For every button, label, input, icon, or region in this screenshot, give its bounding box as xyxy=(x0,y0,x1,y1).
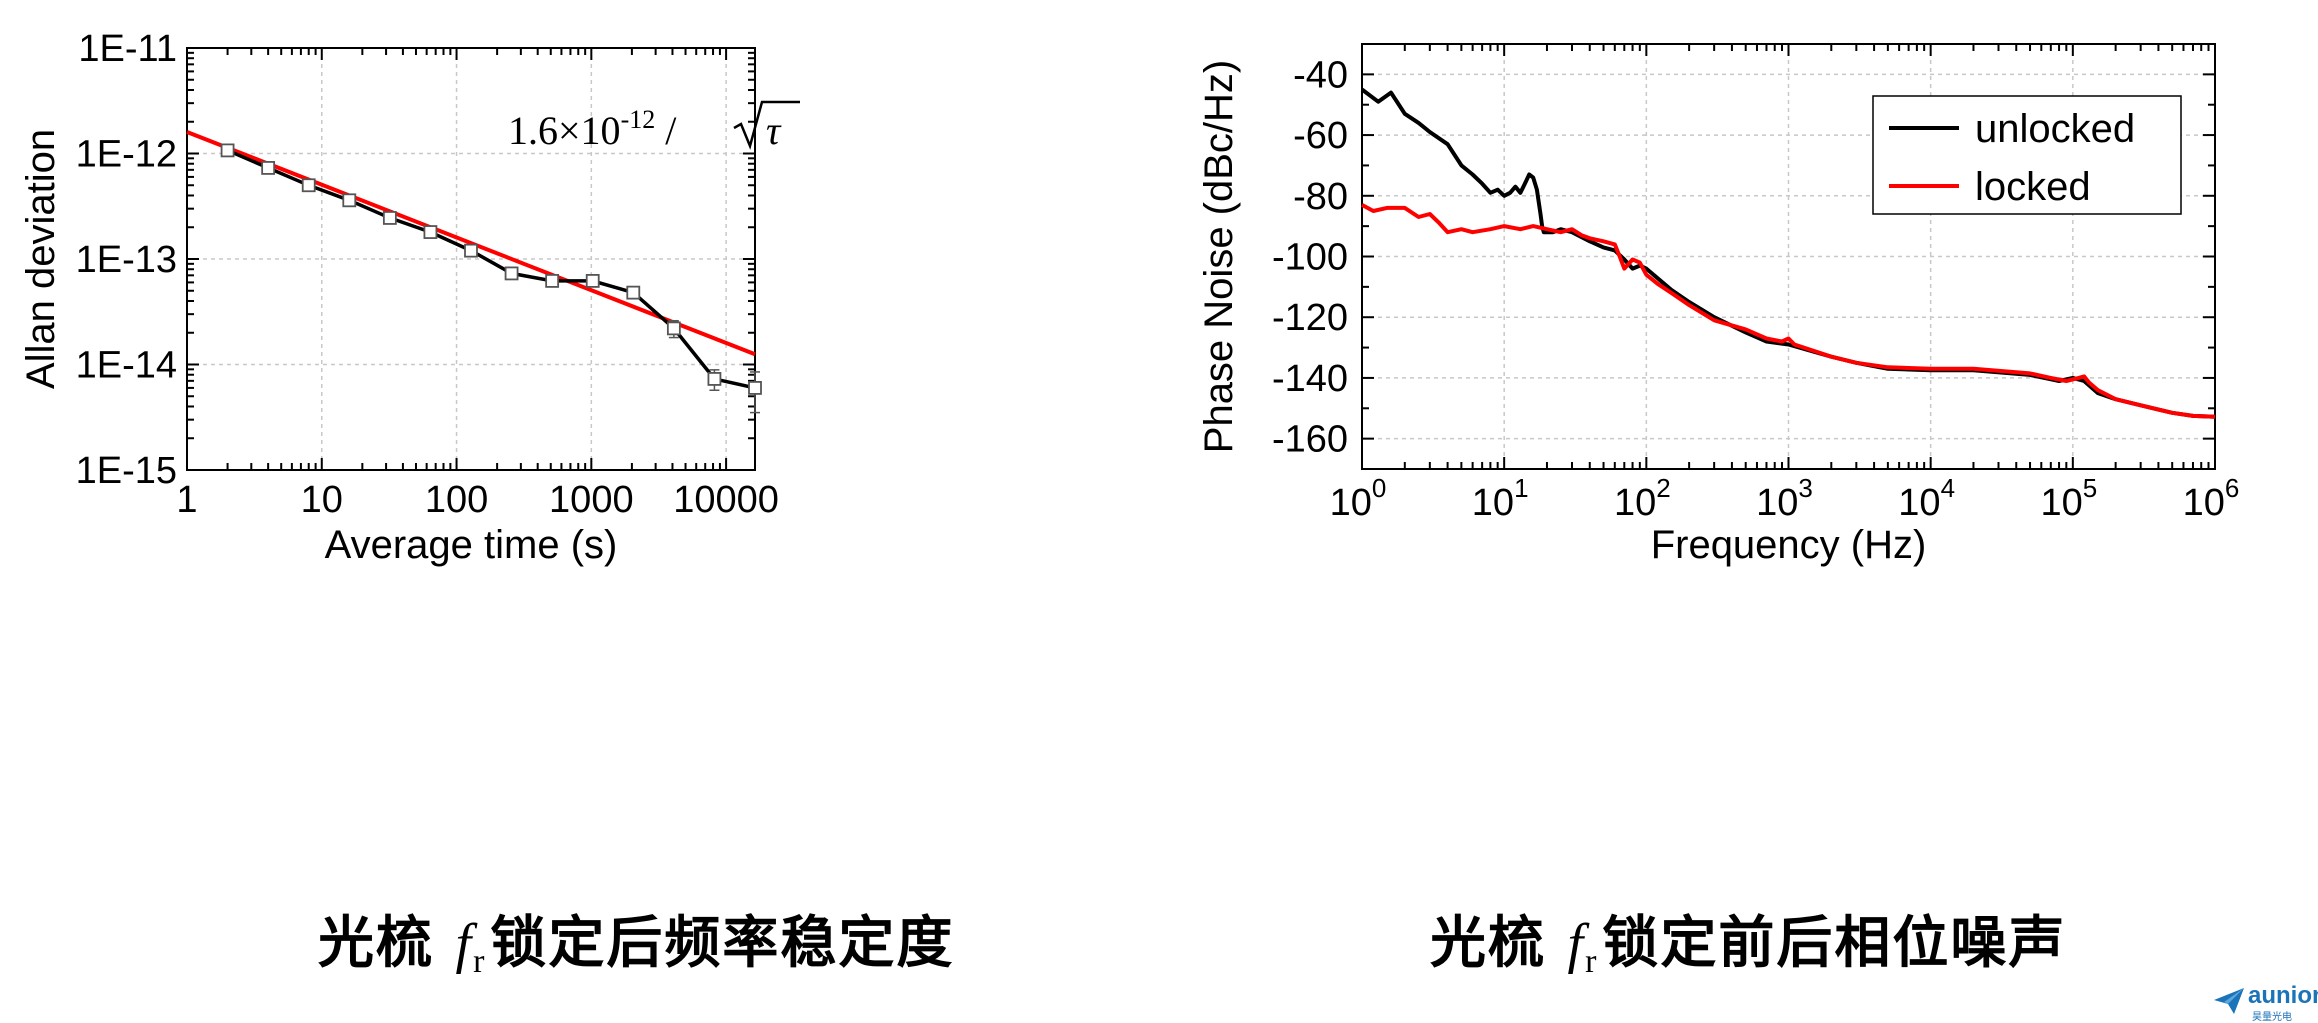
caption-left-text: 锁定后频率稳定度 xyxy=(490,910,955,976)
x-tick-base: 10 xyxy=(1472,482,1514,524)
x-tick-label: 1 xyxy=(176,479,197,521)
caption-right: 光梳 fr锁定前后相位噪声 xyxy=(1430,898,2066,981)
caption-left-subscript: r xyxy=(473,943,487,980)
caption-right-pre: 光梳 xyxy=(1430,910,1568,976)
x-tick-exponent: 1 xyxy=(1514,473,1528,503)
y-tick-label: 1E-12 xyxy=(76,134,177,176)
x-tick-label: 102 xyxy=(1614,473,1671,524)
caption-right-text: 锁定前后相位噪声 xyxy=(1602,910,2067,976)
logo-text: aunion xyxy=(2248,982,2318,1009)
x-tick-label: 106 xyxy=(2183,473,2240,524)
phase-noise-chart: 100 101 102 103 104 105 106-160-140-120-100-80… xyxy=(1197,43,2240,567)
data-point xyxy=(220,143,235,158)
logo-subtext: 昊量光电 xyxy=(2252,1012,2292,1023)
y-tick-label: 1E-14 xyxy=(76,345,177,387)
x-tick-label: 10 xyxy=(301,479,343,521)
data-point xyxy=(585,274,600,288)
x-tick-label: 105 xyxy=(2040,473,2097,524)
legend-label-locked: locked xyxy=(1975,165,2091,209)
x-tick-base: 10 xyxy=(1330,482,1372,524)
data-point xyxy=(545,274,560,288)
x-tick-label: 10000 xyxy=(673,479,779,521)
caption-left-pre: 光梳 xyxy=(318,910,456,976)
x-tick-exponent: 2 xyxy=(1656,473,1670,503)
x-tick-exponent: 3 xyxy=(1798,473,1812,503)
data-point xyxy=(342,193,357,208)
data-point xyxy=(261,161,276,175)
allan-deviation-chart: 1 10 100 1000 10000 1E-15 1E-14 1E-13 1E-12 1E-11… xyxy=(19,28,800,567)
brand-logo: aunion 昊量光电 xyxy=(2212,980,2318,1023)
y-tick-label: 1E-11 xyxy=(78,28,177,70)
x-tick-base: 10 xyxy=(1756,482,1798,524)
x-tick-label: 101 xyxy=(1472,473,1529,524)
x-tick-label: 104 xyxy=(1898,473,1955,524)
formula-tau: τ xyxy=(766,108,782,153)
y-tick-label: -120 xyxy=(1272,297,1348,339)
legend-box xyxy=(1872,95,2182,215)
x-tick-label: 100 xyxy=(1330,473,1387,524)
y-axis-label: Phase Noise (dBc/Hz) xyxy=(1197,60,1241,453)
y-tick-label: -140 xyxy=(1272,358,1348,400)
y-tick-label: -80 xyxy=(1293,176,1348,218)
caption-left-symbol: f xyxy=(455,913,474,975)
x-axis-label: Frequency (Hz) xyxy=(1651,523,1927,567)
x-tick-base: 10 xyxy=(2183,482,2225,524)
data-point xyxy=(748,381,762,395)
data-point xyxy=(666,321,681,336)
y-axis-label: Allan deviation xyxy=(19,129,63,389)
data-point xyxy=(301,178,316,193)
caption-right-symbol: f xyxy=(1567,913,1586,975)
caption-left: 光梳 fr锁定后频率稳定度 xyxy=(318,898,954,981)
x-tick-exponent: 0 xyxy=(1372,473,1386,503)
x-tick-exponent: 6 xyxy=(2225,473,2239,503)
y-tick-label: 1E-15 xyxy=(76,450,177,492)
y-tick-label: 1E-13 xyxy=(76,239,177,281)
x-tick-base: 10 xyxy=(2040,482,2082,524)
formula-slash: / xyxy=(655,108,677,153)
x-tick-exponent: 4 xyxy=(1941,473,1955,503)
data-point xyxy=(423,225,438,239)
x-tick-label: 100 xyxy=(425,479,488,521)
formula-exponent: -12 xyxy=(621,105,656,134)
x-tick-exponent: 5 xyxy=(2083,473,2097,503)
sqrt-symbol xyxy=(733,100,800,150)
legend-label-unlocked: unlocked xyxy=(1975,107,2135,151)
data-point xyxy=(382,211,397,225)
formula-coefficient: 1.6×10 xyxy=(508,108,621,153)
y-tick-label: -40 xyxy=(1293,54,1348,96)
formula-annotation: 1.6×10-12 / xyxy=(508,105,677,153)
data-point xyxy=(504,266,519,281)
x-tick-label: 1000 xyxy=(549,479,634,521)
caption-right-subscript: r xyxy=(1585,943,1599,980)
data-point xyxy=(707,372,722,386)
x-tick-base: 10 xyxy=(1614,482,1656,524)
x-tick-base: 10 xyxy=(1898,482,1940,524)
y-tick-label: -100 xyxy=(1272,237,1348,279)
data-point xyxy=(464,243,478,258)
x-axis-label: Average time (s) xyxy=(325,523,618,567)
y-tick-label: -60 xyxy=(1293,115,1348,157)
series-line-locked xyxy=(1361,203,2216,419)
data-point xyxy=(626,285,641,300)
x-tick-label: 103 xyxy=(1756,473,1813,524)
y-tick-label: -160 xyxy=(1272,419,1348,461)
paper-plane-icon xyxy=(2214,988,2244,1014)
